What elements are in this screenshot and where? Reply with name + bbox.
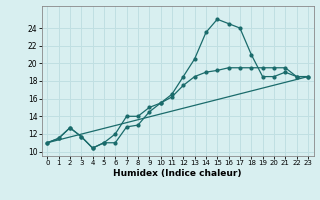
X-axis label: Humidex (Indice chaleur): Humidex (Indice chaleur): [113, 169, 242, 178]
